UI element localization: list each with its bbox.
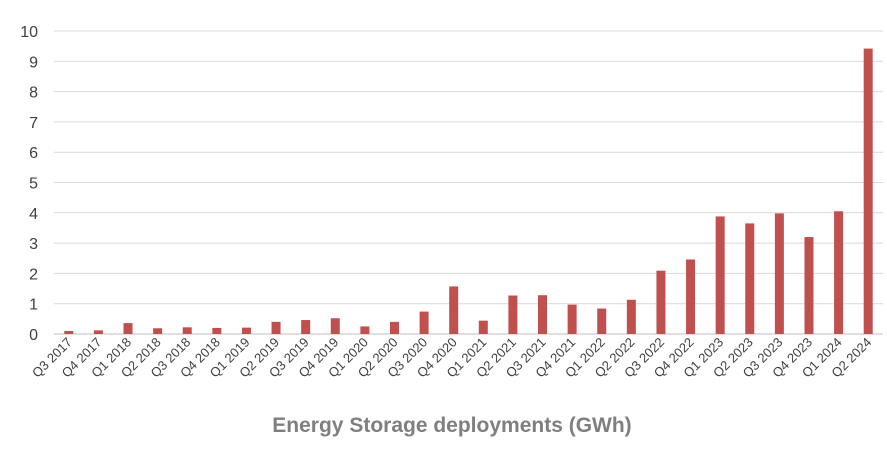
bar <box>834 211 844 334</box>
bar <box>449 286 459 334</box>
gridlines <box>54 30 883 335</box>
bar <box>597 308 607 334</box>
y-tick-label: 8 <box>29 85 38 102</box>
bar <box>301 320 311 334</box>
y-tick-label: 10 <box>20 24 38 41</box>
bar <box>656 270 666 334</box>
bar <box>567 304 577 334</box>
y-axis-ticks: 0 1 2 3 4 5 6 7 8 9 10 <box>20 24 38 344</box>
bar <box>389 321 399 334</box>
y-tick-label: 4 <box>29 206 38 223</box>
bars <box>64 48 873 334</box>
bar <box>863 48 873 334</box>
bar <box>745 223 755 334</box>
bar <box>478 320 488 334</box>
x-axis-title: Energy Storage deployments (GWh) <box>272 414 631 437</box>
bar <box>271 321 281 334</box>
y-tick-label: 9 <box>29 54 38 71</box>
bar <box>686 259 696 334</box>
bar <box>715 216 725 334</box>
bar <box>212 327 222 334</box>
bar <box>182 327 192 334</box>
bar <box>804 237 814 334</box>
y-tick-label: 1 <box>29 297 38 314</box>
bar <box>241 327 251 334</box>
y-tick-label: 3 <box>29 236 38 253</box>
y-tick-label: 2 <box>29 266 38 283</box>
y-tick-label: 7 <box>29 115 38 132</box>
bar <box>508 295 518 334</box>
y-tick-label: 6 <box>29 145 38 162</box>
bar <box>360 326 370 334</box>
y-tick-label: 5 <box>29 176 38 193</box>
bar <box>330 318 340 334</box>
bar <box>538 295 548 334</box>
bar <box>419 311 429 334</box>
bar <box>64 330 74 334</box>
bar <box>774 213 784 334</box>
y-tick-label: 0 <box>29 327 38 344</box>
bar <box>626 299 636 334</box>
bar <box>93 330 103 334</box>
bar <box>123 323 133 334</box>
bar <box>153 328 163 334</box>
